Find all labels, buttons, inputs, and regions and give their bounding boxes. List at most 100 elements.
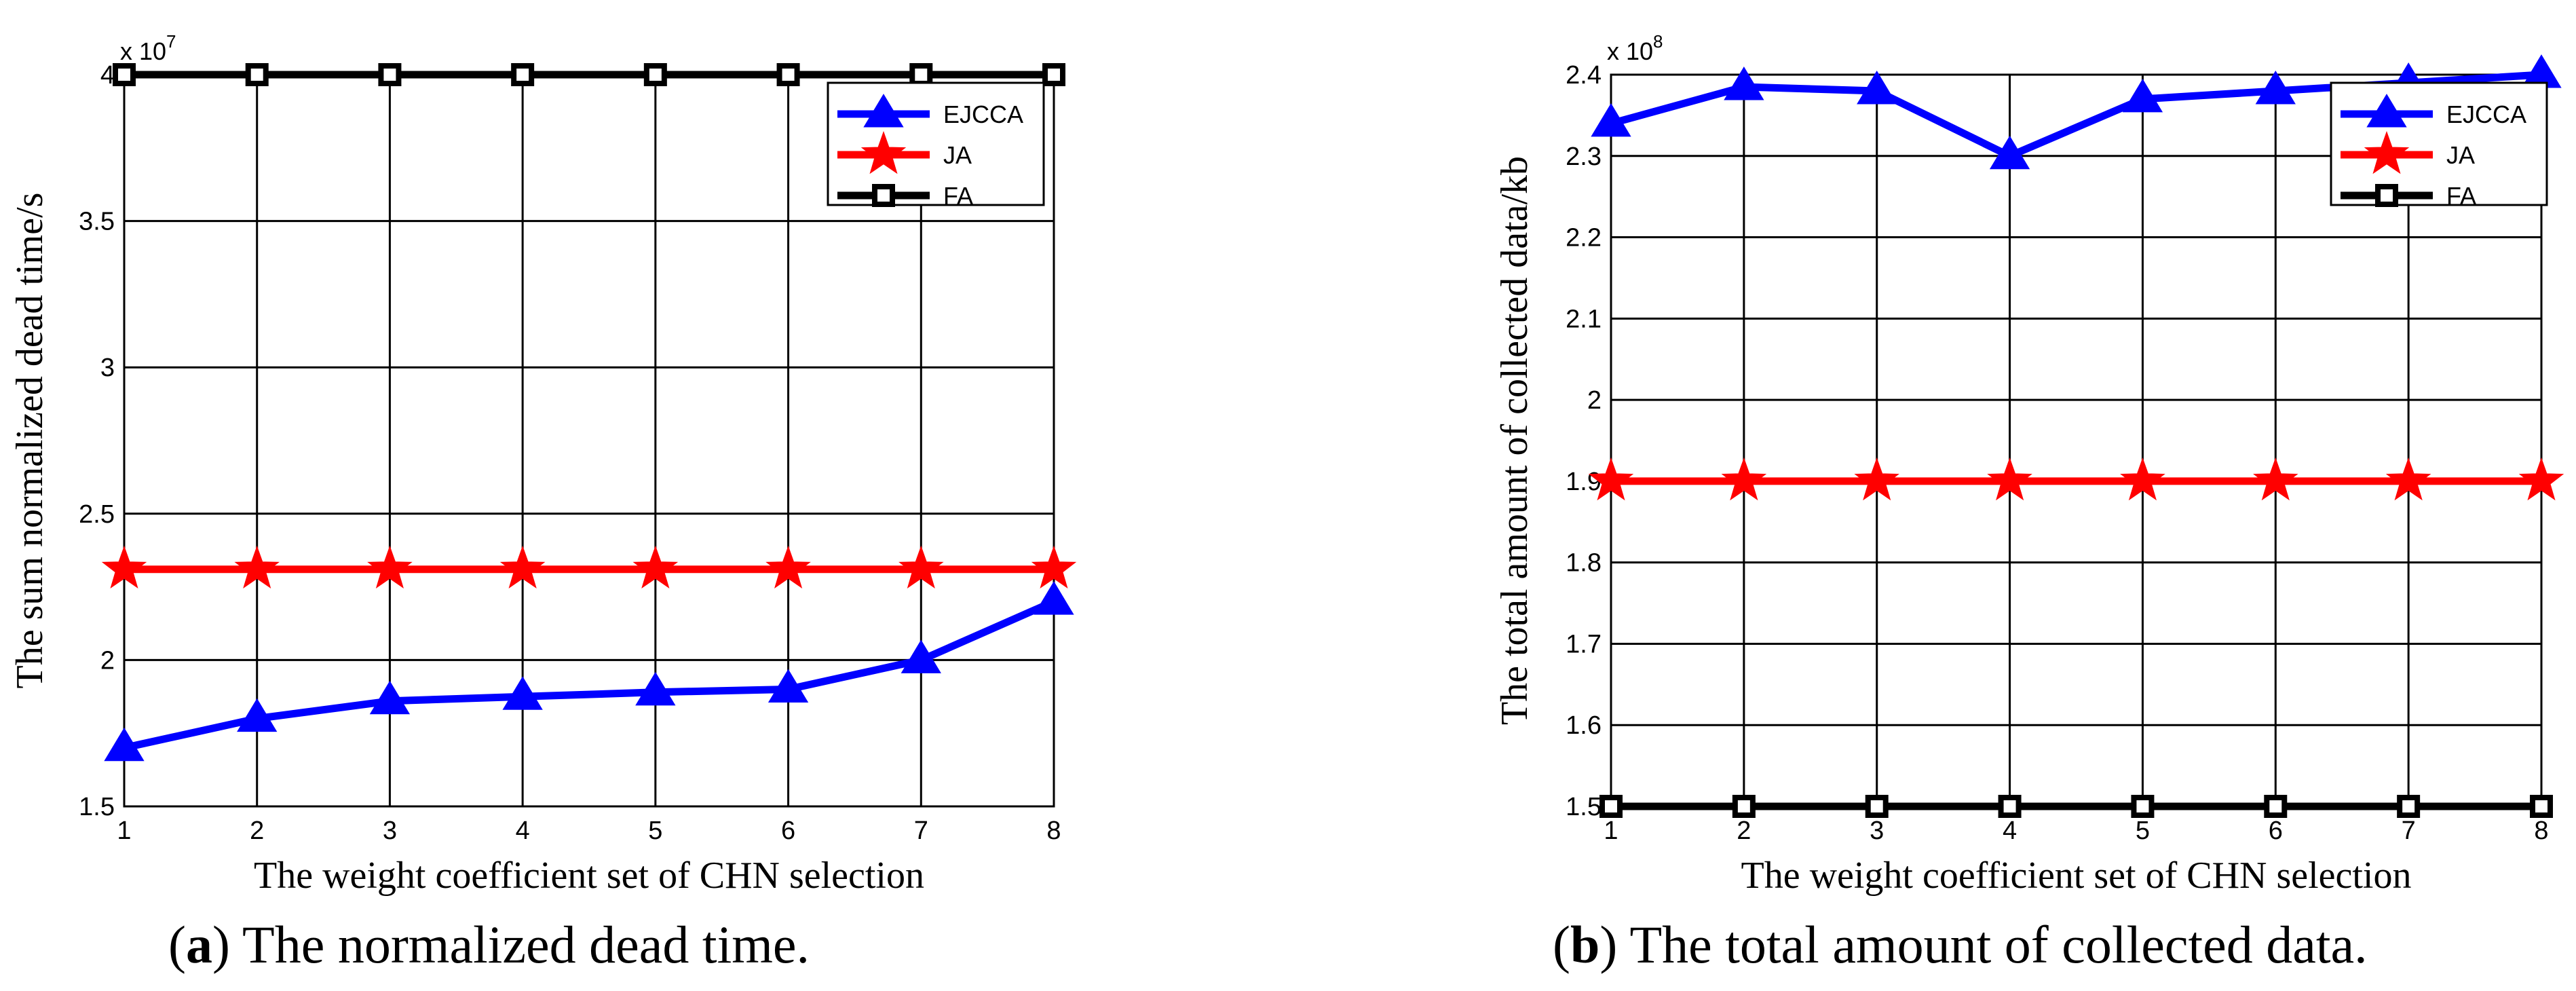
data-point-fa (378, 63, 402, 86)
x-tick-label: 2 (1737, 817, 1751, 845)
caption-open-paren: ( (168, 915, 186, 974)
caption-open-paren: ( (1553, 915, 1570, 974)
x-tick-label: 2 (250, 817, 264, 845)
data-point-fa (2131, 795, 2155, 818)
y-tick-label: 1.8 (1566, 549, 1602, 578)
chart-panel-b: 1 2 3 4 5 6 7 8 1.5 1.6 1.7 1.8 1.9 2 2.1 2.2 2.3 2.4x 10… (1494, 31, 2564, 974)
x-axis-label: The weight coefficient set of CHN select… (1741, 855, 2412, 897)
data-point-fa (1599, 795, 1623, 818)
data-point-ja (234, 545, 280, 589)
y-tick-label: 2 (100, 646, 115, 675)
legend: EJCCA JA FA (2330, 81, 2548, 210)
x-axis-label: The weight coefficient set of CHN select… (254, 855, 924, 897)
x-tick-label: 3 (1870, 817, 1884, 845)
data-point-ejcca (369, 680, 411, 715)
data-point-ja (1987, 457, 2032, 501)
y-tick-label: 2.3 (1566, 143, 1602, 171)
data-point-ejcca (1724, 67, 1764, 100)
data-point-ja (1031, 545, 1077, 589)
x-tick-label: 7 (2402, 817, 2416, 845)
y-tick-label: 1.5 (1566, 793, 1602, 821)
x-tick-label: 6 (781, 817, 795, 845)
legend-marker-ejcca (2366, 94, 2407, 128)
x-tick-label: 8 (1046, 817, 1061, 845)
data-point-ejcca (2122, 79, 2163, 113)
y-tick-label: 1.7 (1566, 630, 1602, 658)
x-tick-label: 5 (2136, 817, 2150, 845)
legend-label-ja: JA (943, 141, 972, 169)
legend: EJCCA JA FA (827, 81, 1045, 210)
data-point-fa (2530, 795, 2553, 818)
x-tick-label: 1 (1604, 817, 1618, 845)
y-tick-label: 2 (1587, 386, 1602, 415)
y-axis-label: The sum normalized dead time/s (9, 193, 51, 689)
data-point-ja (2385, 457, 2431, 501)
x-tick-label: 4 (2003, 817, 2017, 845)
series-line-ejcca (123, 598, 1056, 752)
caption-letter: b (1570, 915, 1599, 974)
caption-letter: a (186, 915, 212, 974)
data-point-ejcca (901, 639, 941, 673)
x-tick-label: 8 (2534, 817, 2548, 845)
data-point-fa (2397, 795, 2421, 818)
data-point-fa (113, 63, 136, 86)
data-point-ja (898, 545, 944, 589)
legend-box (827, 81, 1045, 206)
y-exponent: x 107 (120, 31, 176, 65)
legend-label-fa: FA (943, 182, 973, 210)
data-point-fa (909, 63, 933, 86)
series-ja (101, 545, 1077, 589)
data-point-ejcca (502, 676, 543, 710)
data-point-ejcca (1857, 71, 1897, 105)
y-tick-label: 1.9 (1566, 468, 1602, 496)
data-point-ja (1854, 457, 1899, 501)
y-axis-label: The total amount of collected data/kb (1494, 156, 1536, 725)
series-ejcca (104, 581, 1074, 762)
y-tick-label: 2.1 (1566, 305, 1602, 333)
data-point-ja (499, 545, 546, 589)
legend-box (2330, 81, 2548, 206)
caption-text: ) The normalized dead time. (212, 915, 810, 974)
legend-marker-ja (860, 130, 907, 174)
x-tick-label: 4 (516, 817, 530, 845)
data-point-ejcca (104, 727, 145, 762)
data-point-ja (632, 545, 679, 589)
data-point-fa (1732, 795, 1756, 818)
data-point-fa (511, 63, 535, 86)
x-tick-label: 5 (648, 817, 662, 845)
legend-marker-ja (2364, 130, 2410, 174)
series-ja (1588, 457, 2564, 501)
caption-text: ) The total amount of collected data. (1599, 915, 2367, 974)
y-tick-label: 2.2 (1566, 224, 1602, 253)
data-point-ejcca (1989, 135, 2030, 170)
data-point-ja (2120, 457, 2165, 501)
data-point-ja (2253, 457, 2298, 501)
data-point-ja (765, 545, 811, 589)
x-tick-label: 7 (914, 817, 928, 845)
data-point-ja (1588, 457, 1634, 501)
data-point-fa (2264, 795, 2288, 818)
data-point-ja (367, 545, 413, 589)
y-tick-label: 1.5 (79, 793, 115, 821)
legend-label-ejcca: EJCCA (943, 100, 1023, 128)
y-tick-label: 2.4 (1566, 61, 1602, 90)
y-tick-label: 1.6 (1566, 711, 1602, 740)
series-fa (1599, 795, 2553, 818)
y-exponent: x 108 (1607, 31, 1663, 65)
data-point-fa (1865, 795, 1889, 818)
legend-marker-ejcca (863, 94, 904, 128)
data-point-ja (1721, 457, 1767, 501)
legend-marker-fa (2375, 184, 2398, 207)
x-tick-label: 3 (383, 817, 397, 845)
y-tick-label: 2.5 (79, 500, 115, 529)
data-point-ejcca (635, 671, 676, 706)
y-tick-label: 3 (100, 354, 115, 382)
y-exponent-power: 7 (166, 31, 176, 52)
data-point-fa (245, 63, 269, 86)
legend-marker-fa (872, 184, 895, 207)
legend-label-ejcca: EJCCA (2446, 100, 2526, 128)
x-tick-label: 1 (117, 817, 131, 845)
y-exponent-power: 8 (1653, 31, 1663, 52)
